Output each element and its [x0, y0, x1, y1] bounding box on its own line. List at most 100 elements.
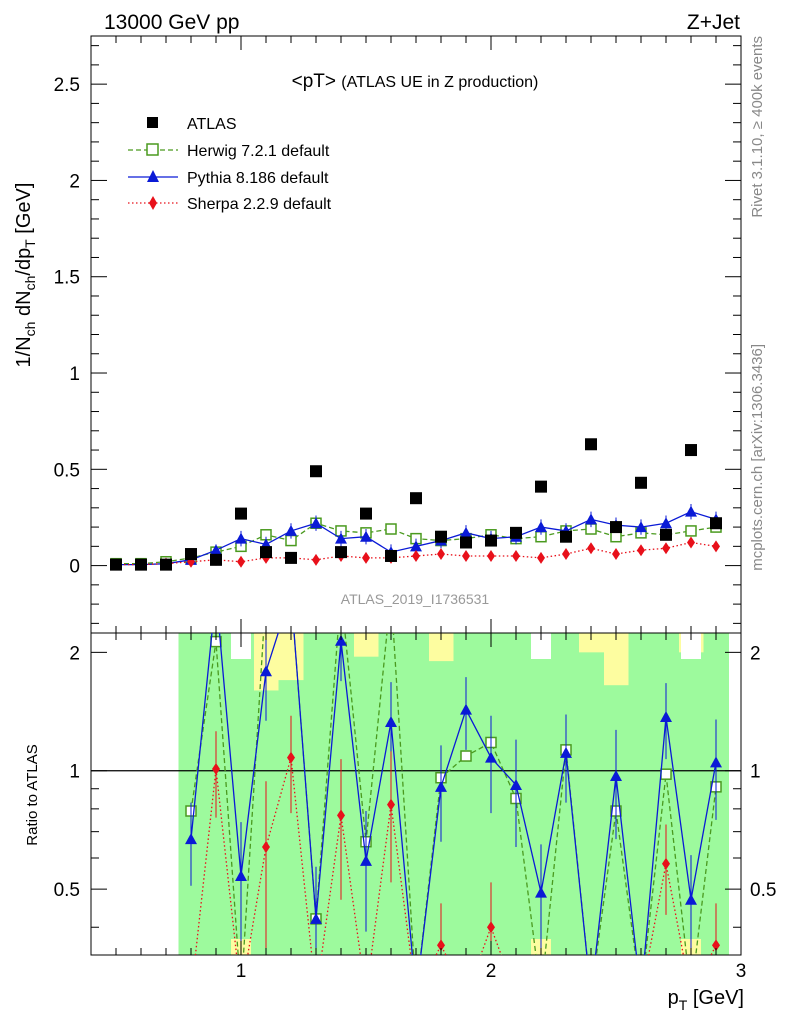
rivet-label: Rivet 3.1.10, ≥ 400k events	[749, 36, 766, 218]
ratio-point	[385, 716, 397, 728]
data-point	[635, 476, 647, 489]
y-tick-label: 2.5	[54, 75, 80, 96]
series-point	[612, 548, 620, 561]
series-layer	[110, 438, 722, 571]
series-point	[610, 530, 622, 543]
ratio-layer	[185, 633, 722, 955]
legend-marker-pythia	[147, 170, 159, 182]
ratio-tick-label-right: 2	[750, 643, 761, 664]
series-point	[460, 526, 472, 538]
ratio-line-0	[190, 633, 717, 955]
data-point	[460, 536, 472, 549]
legend: ATLAS Herwig 7.2.1 default Pythia 8.186 …	[128, 116, 332, 213]
ratio-point	[710, 756, 722, 768]
data-point	[185, 548, 197, 561]
legend-label-pythia: Pythia 8.186 default	[187, 170, 329, 187]
ratio-tick-label-right: 1	[750, 762, 761, 783]
series-point	[412, 549, 420, 562]
mcplots-label: mcplots.cern.ch [arXiv:1306.3436]	[749, 344, 766, 571]
data-point	[660, 528, 672, 541]
series-point	[437, 548, 445, 561]
data-point	[210, 553, 222, 566]
data-point	[585, 438, 597, 451]
data-point	[535, 480, 547, 493]
series-point	[535, 521, 547, 533]
series-point	[637, 544, 645, 557]
ratio-point	[212, 763, 220, 776]
ratio-band-green-bin	[178, 633, 204, 955]
series-point	[285, 524, 297, 536]
series-point	[662, 542, 670, 555]
legend-marker-herwig	[146, 143, 159, 156]
x-tick-label: 2	[486, 961, 497, 982]
ratio-point	[435, 780, 447, 792]
ratio-point	[235, 869, 247, 881]
ratio-point	[660, 710, 672, 722]
ratio-point	[287, 751, 295, 764]
y-axis-title: 1/Nch dNch/dpT [GeV]	[13, 183, 38, 368]
ratio-point	[360, 854, 372, 866]
ratio-line-1	[190, 633, 717, 955]
series-point	[587, 542, 595, 555]
series-point	[362, 551, 370, 564]
ratio-series-group	[185, 633, 722, 955]
ratio-point	[485, 751, 497, 763]
ratio-tick-label: 0.5	[54, 880, 80, 901]
watermark: ATLAS_2019_I1736531	[341, 591, 490, 607]
y-tick-label: 1	[69, 364, 80, 385]
series-point	[235, 532, 247, 544]
data-point	[135, 558, 147, 571]
ratio-point	[185, 833, 197, 845]
data-point	[235, 507, 247, 520]
ratio-band	[178, 633, 729, 955]
header-right: Z+Jet	[687, 11, 740, 34]
ratio-band-gap	[681, 633, 701, 659]
series-point	[512, 549, 520, 562]
series-point	[635, 521, 647, 533]
data-point	[360, 507, 372, 520]
series-point	[410, 540, 422, 552]
series-point	[585, 513, 597, 525]
ratio-point	[310, 912, 322, 924]
x-axis-title: pT [GeV]	[668, 987, 744, 1013]
ratio-tick-label: 2	[69, 643, 80, 664]
y-tick-label: 0	[69, 557, 80, 578]
ratio-band-green-bin	[628, 633, 654, 955]
ratio-tick-label-right: 0.5	[750, 880, 776, 901]
ratio-point	[487, 921, 495, 934]
ratio-tick-label: 1	[69, 762, 80, 783]
legend-marker-sherpa	[149, 196, 157, 210]
series-point	[237, 555, 245, 568]
ratio-point	[260, 665, 272, 677]
header-left: 13000 GeV pp	[104, 11, 239, 34]
ratio-point	[662, 857, 670, 870]
y-tick-label: 0.5	[54, 460, 80, 481]
data-point	[485, 534, 497, 547]
ratio-point	[387, 798, 395, 811]
ratio-point	[610, 769, 622, 781]
chart-title: <pT> (ATLAS UE in Z production)	[292, 71, 539, 92]
data-point	[610, 521, 622, 534]
ratio-band-gap	[531, 633, 551, 659]
data-point	[285, 551, 297, 564]
ratio-y-axis-title: Ratio to ATLAS	[24, 744, 41, 845]
series-point	[360, 530, 372, 542]
data-point	[260, 546, 272, 559]
ratio-point	[460, 750, 472, 762]
axis-layer: 1 2 3 0 0.5 1 1.5 2 2.5 0.5 0.5 1 1 2 2	[54, 36, 776, 982]
ratio-point	[712, 939, 720, 952]
series-point	[685, 525, 697, 537]
y-tick-label: 2	[69, 171, 80, 192]
legend-label-sherpa: Sherpa 2.2.9 default	[187, 196, 332, 213]
data-point	[435, 530, 447, 543]
ratio-point	[560, 746, 572, 758]
series-point	[385, 523, 397, 535]
series-point	[537, 551, 545, 564]
x-tick-label: 1	[236, 961, 247, 982]
data-point	[410, 492, 422, 505]
data-point	[310, 465, 322, 478]
data-point	[110, 558, 122, 571]
ratio-point	[337, 809, 345, 822]
legend-marker-atlas	[147, 117, 158, 128]
